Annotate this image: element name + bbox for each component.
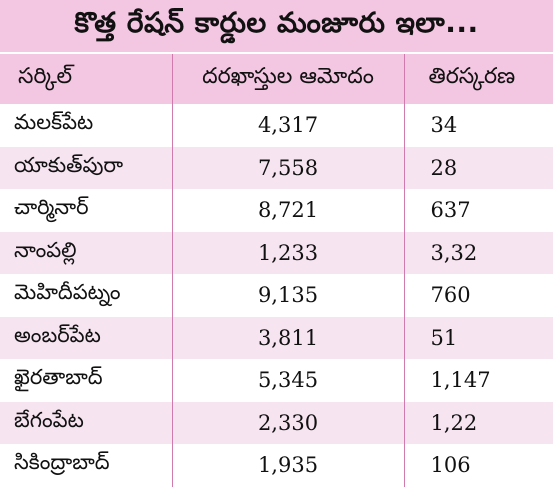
applications-approved: 1,233 [171, 231, 404, 274]
applications-approved: 9,135 [171, 274, 404, 317]
applications-approved: 7,558 [171, 146, 404, 189]
circle-name: అంబర్‌పేట [14, 322, 101, 347]
applications-approved: 8,721 [171, 189, 404, 232]
circle-name: చార్మినార్‌ [14, 195, 89, 220]
applications-approved: 5,345 [171, 359, 404, 402]
table-row: నాంపల్లి 1,233 3,32 [0, 231, 553, 274]
rejections-count: 637 [403, 189, 553, 232]
table-row: యాకుత్‌పురా 7,558 28 [0, 146, 553, 189]
table-row: బేగంపేట 2,330 1,22 [0, 401, 553, 444]
rejections-count: 106 [403, 444, 553, 487]
applications-column-header: దరఖాస్తుల ఆమోదం [171, 54, 404, 104]
applications-approved: 4,317 [171, 104, 404, 147]
circle-name: బేగంపేట [14, 407, 84, 432]
rejections-count: 3,32 [403, 231, 553, 274]
header-row: సర్కిల్‌ దరఖాస్తుల ఆమోదం తిరస్కరణ [0, 54, 553, 104]
circle-name: ఖైరతాబాద్‌ [14, 365, 103, 390]
table-row: అంబర్‌పేట 3,811 51 [0, 316, 553, 359]
table-row: సికింద్రాబాద్‌ 1,935 106 [0, 444, 553, 487]
title-bar: కొత్త రేషన్‌ కార్డుల మంజూరు ఇలా... [0, 0, 553, 54]
circle-column-header: సర్కిల్‌ [18, 64, 73, 89]
circle-name: మెహిదీపట్నం [14, 280, 121, 305]
table-row: చార్మినార్‌ 8,721 637 [0, 189, 553, 232]
circle-name: మలక్‌పేట [14, 110, 94, 135]
rejections-count: 34 [403, 104, 553, 147]
sanctions-table: సర్కిల్‌ దరఖాస్తుల ఆమోదం తిరస్కరణ మలక్‌ప… [0, 54, 553, 487]
table-row: మలక్‌పేట 4,317 34 [0, 104, 553, 147]
circle-name: నాంపల్లి [14, 237, 77, 262]
circle-name: యాకుత్‌పురా [14, 152, 124, 177]
table-row: ఖైరతాబాద్‌ 5,345 1,147 [0, 359, 553, 402]
rejections-column-header: తిరస్కరణ [403, 54, 553, 104]
table-title: కొత్త రేషన్‌ కార్డుల మంజూరు ఇలా... [74, 6, 479, 39]
applications-approved: 1,935 [171, 444, 404, 487]
rejections-count: 51 [403, 316, 553, 359]
rejections-count: 28 [403, 146, 553, 189]
rejections-count: 1,147 [403, 359, 553, 402]
table-row: మెహిదీపట్నం 9,135 760 [0, 274, 553, 317]
rejections-count: 1,22 [403, 401, 553, 444]
applications-approved: 3,811 [171, 316, 404, 359]
applications-approved: 2,330 [171, 401, 404, 444]
circle-name: సికింద్రాబాద్‌ [14, 450, 110, 475]
rejections-count: 760 [403, 274, 553, 317]
